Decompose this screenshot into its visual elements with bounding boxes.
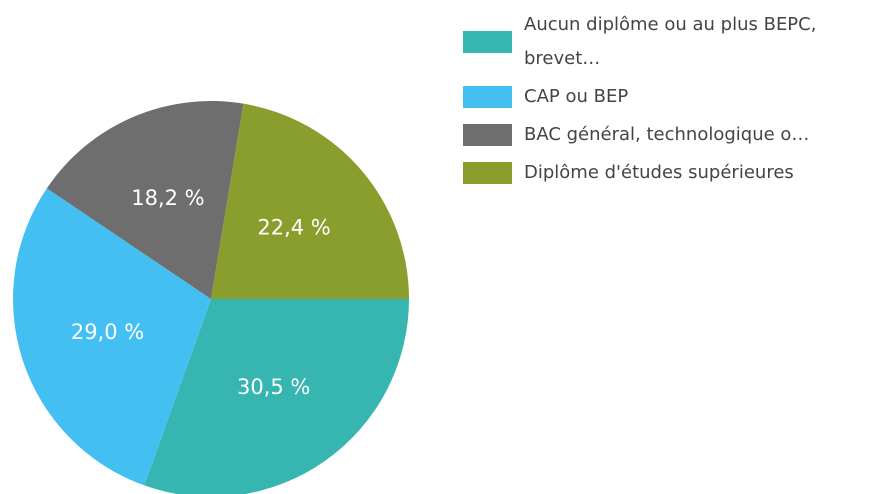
data-label: 18,2 % <box>131 186 204 210</box>
pie-slice <box>46 101 244 300</box>
pie-slice <box>13 188 212 486</box>
legend-swatch <box>463 86 512 108</box>
legend-item: Aucun diplôme ou au plus BEPC, brevet… <box>463 8 854 76</box>
legend-swatch <box>463 31 512 53</box>
legend-swatch <box>463 162 512 184</box>
legend-item: Diplôme d'études supérieures <box>463 156 854 190</box>
legend-label: BAC général, technologique o… <box>524 124 810 145</box>
pie-slice <box>144 299 409 494</box>
legend-item: CAP ou BEP <box>463 80 854 114</box>
legend-label: Diplôme d'études supérieures <box>524 162 794 183</box>
legend-label: Aucun diplôme ou au plus BEPC, brevet… <box>524 14 817 69</box>
pie-slice <box>211 103 410 299</box>
data-label: 22,4 % <box>257 216 330 240</box>
data-label: 29,0 % <box>71 320 144 344</box>
legend: Aucun diplôme ou au plus BEPC, brevet… CA… <box>463 8 854 194</box>
legend-swatch <box>463 124 512 146</box>
legend-label: CAP ou BEP <box>524 86 629 107</box>
data-label: 30,5 % <box>237 375 310 399</box>
legend-item: BAC général, technologique o… <box>463 118 854 152</box>
